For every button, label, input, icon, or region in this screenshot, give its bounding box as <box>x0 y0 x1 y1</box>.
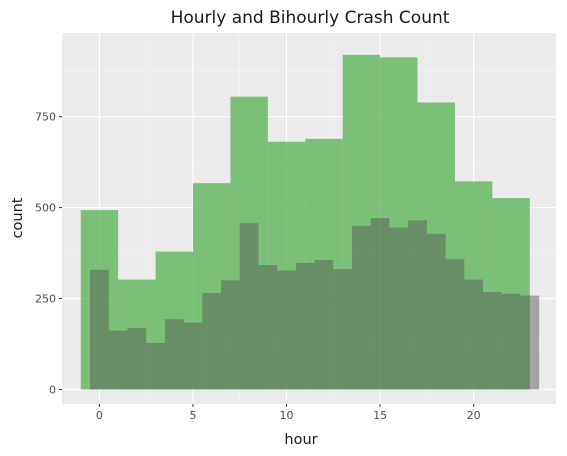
y-tick-label: 750 <box>35 111 56 124</box>
bihourly-bar <box>342 54 381 390</box>
bihourly-bar <box>80 210 119 390</box>
bihourly-bar <box>305 138 343 390</box>
x-tick-label: 0 <box>96 409 103 422</box>
bihourly-series <box>80 54 530 390</box>
hourly-bar <box>445 259 465 390</box>
bihourly-bar <box>380 57 418 390</box>
x-axis: 0 5 10 15 20 <box>96 404 481 422</box>
hourly-bar <box>277 270 296 390</box>
hourly-bar <box>258 265 278 390</box>
hourly-bar <box>314 259 334 390</box>
hourly-bar <box>164 319 184 390</box>
bihourly-bar <box>417 102 455 390</box>
hourly-bar <box>520 295 540 390</box>
bihourly-bar <box>192 183 231 390</box>
y-tick-label: 500 <box>35 202 56 215</box>
hourly-bar <box>146 342 165 390</box>
bihourly-bar <box>267 141 306 390</box>
hourly-bar <box>221 280 240 390</box>
hourly-bar <box>389 227 409 390</box>
hourly-bar <box>464 279 484 390</box>
hourly-series <box>90 218 540 390</box>
hourly-bar <box>127 327 147 390</box>
x-tick-label: 10 <box>280 409 294 422</box>
bihourly-bar <box>454 181 493 390</box>
y-tick-label: 250 <box>35 293 56 306</box>
x-tick-label: 20 <box>467 409 481 422</box>
hourly-bar <box>408 220 427 390</box>
x-tick-label: 5 <box>189 409 196 422</box>
hourly-bar <box>108 330 128 390</box>
hourly-bar <box>295 262 315 390</box>
bars <box>80 54 540 390</box>
hourly-bar <box>239 223 259 390</box>
hourly-bar <box>483 291 502 390</box>
y-tick-label: 0 <box>49 383 56 396</box>
x-tick-label: 15 <box>373 409 387 422</box>
y-axis-title: count <box>10 197 26 238</box>
bihourly-bar <box>230 96 268 390</box>
hourly-bar <box>183 322 203 390</box>
bihourly-bar <box>492 198 530 390</box>
hourly-bar <box>426 233 446 390</box>
hourly-bar <box>90 269 109 390</box>
hourly-bar <box>370 218 390 390</box>
y-axis: 0 250 500 750 <box>35 111 62 396</box>
hourly-bar <box>202 293 222 390</box>
x-axis-title: hour <box>284 432 317 448</box>
hourly-bar <box>501 293 521 390</box>
hourly-bar <box>333 269 353 390</box>
chart-title: Hourly and Bihourly Crash Count <box>171 8 450 28</box>
bihourly-bar <box>155 251 193 390</box>
bihourly-bar <box>118 279 156 390</box>
hourly-bar <box>352 225 371 390</box>
